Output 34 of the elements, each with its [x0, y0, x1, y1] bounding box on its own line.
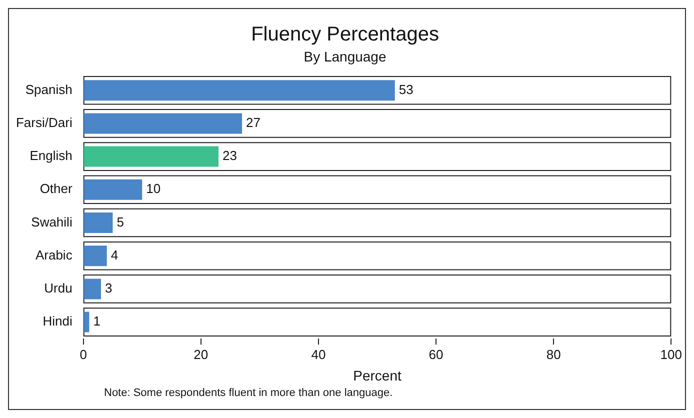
chart-subtitle: By Language	[304, 48, 386, 64]
chart-title: Fluency Percentages	[251, 24, 439, 46]
bar	[84, 212, 113, 234]
x-tick-label: 20	[194, 346, 208, 362]
data-label: 5	[116, 214, 124, 230]
bar	[84, 278, 101, 300]
y-tick-label: Swahili	[31, 214, 72, 230]
x-tick-label: 0	[80, 346, 87, 362]
data-label: 27	[246, 115, 261, 130]
y-tick-label: Hindi	[42, 314, 72, 329]
data-label: 3	[104, 280, 112, 296]
data-label: 10	[146, 181, 161, 196]
x-tick-label: 80	[546, 346, 561, 362]
y-tick-label: Spanish	[25, 82, 72, 97]
y-tick-label: English	[30, 148, 72, 164]
bar	[84, 312, 90, 332]
y-tick-label: Urdu	[44, 280, 72, 296]
y-tick-label: Farsi/Dari	[16, 115, 72, 130]
data-label: 23	[222, 148, 238, 164]
x-tick-label: 100	[660, 346, 682, 362]
y-tick-label: Other	[40, 181, 74, 196]
data-label: 53	[398, 82, 414, 97]
data-label: 1	[93, 314, 100, 329]
y-tick-label: Arabic	[35, 247, 73, 262]
bar	[84, 146, 219, 167]
bar	[84, 113, 242, 134]
x-tick-label: 60	[428, 346, 444, 362]
text: Note: Some respondents fluent in more than one language.	[104, 387, 394, 399]
x-axis-title: Percent	[353, 367, 402, 384]
bar	[84, 179, 142, 200]
x-tick-label: 40	[311, 346, 326, 362]
bar	[84, 80, 395, 101]
data-label: 4	[110, 247, 118, 262]
bar	[84, 246, 107, 266]
